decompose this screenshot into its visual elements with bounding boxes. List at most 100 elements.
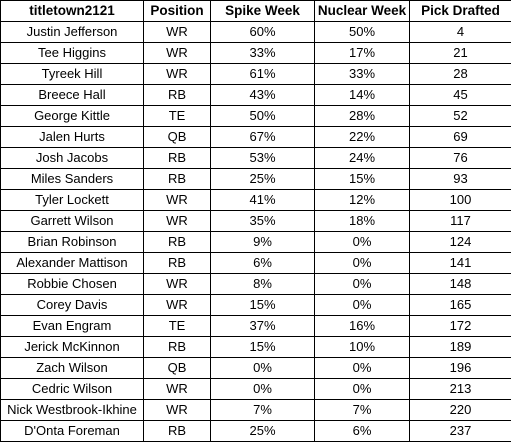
position-cell: WR <box>143 42 211 64</box>
pick-drafted-cell: 165 <box>409 294 511 316</box>
spike-week-cell: 41% <box>210 189 315 211</box>
nuclear-week-cell: 50% <box>314 21 410 43</box>
player-cell: Tyreek Hill <box>0 63 144 85</box>
table-row: Brian Robinson RB 9% 0% 124 <box>0 231 511 253</box>
table-row: Josh Jacobs RB 53% 24% 76 <box>0 147 511 169</box>
spike-week-cell: 25% <box>210 168 315 190</box>
spike-week-cell: 15% <box>210 336 315 358</box>
spike-week-cell: 43% <box>210 84 315 106</box>
pick-drafted-cell: 76 <box>409 147 511 169</box>
spike-week-cell: 25% <box>210 420 315 442</box>
table-row: Alexander Mattison RB 6% 0% 141 <box>0 252 511 274</box>
nuclear-week-cell: 0% <box>314 252 410 274</box>
nuclear-week-cell: 22% <box>314 126 410 148</box>
player-cell: Josh Jacobs <box>0 147 144 169</box>
spike-week-cell: 67% <box>210 126 315 148</box>
table-row: Jalen Hurts QB 67% 22% 69 <box>0 126 511 148</box>
spike-week-cell: 53% <box>210 147 315 169</box>
position-cell: RB <box>143 147 211 169</box>
position-cell: RB <box>143 336 211 358</box>
header-player: titletown2121 <box>0 0 144 22</box>
nuclear-week-cell: 6% <box>314 420 410 442</box>
table-row: Jerick McKinnon RB 15% 10% 189 <box>0 336 511 358</box>
table-row: Robbie Chosen WR 8% 0% 148 <box>0 273 511 295</box>
spike-week-cell: 7% <box>210 399 315 421</box>
spike-week-cell: 33% <box>210 42 315 64</box>
nuclear-week-cell: 28% <box>314 105 410 127</box>
header-position: Position <box>143 0 211 22</box>
position-cell: WR <box>143 399 211 421</box>
position-cell: WR <box>143 63 211 85</box>
pick-drafted-cell: 220 <box>409 399 511 421</box>
pick-drafted-cell: 69 <box>409 126 511 148</box>
player-cell: Nick Westbrook-Ikhine <box>0 399 144 421</box>
table-row: Cedric Wilson WR 0% 0% 213 <box>0 378 511 400</box>
header-nuclear-week: Nuclear Week <box>314 0 410 22</box>
player-cell: Corey Davis <box>0 294 144 316</box>
position-cell: RB <box>143 168 211 190</box>
position-cell: TE <box>143 105 211 127</box>
table-row: Justin Jefferson WR 60% 50% 4 <box>0 21 511 43</box>
pick-drafted-cell: 21 <box>409 42 511 64</box>
position-cell: WR <box>143 378 211 400</box>
table-row: Tyler Lockett WR 41% 12% 100 <box>0 189 511 211</box>
spike-week-cell: 9% <box>210 231 315 253</box>
spike-week-cell: 50% <box>210 105 315 127</box>
nuclear-week-cell: 24% <box>314 147 410 169</box>
position-cell: WR <box>143 294 211 316</box>
position-cell: RB <box>143 231 211 253</box>
position-cell: RB <box>143 420 211 442</box>
nuclear-week-cell: 16% <box>314 315 410 337</box>
pick-drafted-cell: 237 <box>409 420 511 442</box>
player-cell: Robbie Chosen <box>0 273 144 295</box>
position-cell: WR <box>143 21 211 43</box>
spike-week-cell: 60% <box>210 21 315 43</box>
pick-drafted-cell: 141 <box>409 252 511 274</box>
player-cell: Breece Hall <box>0 84 144 106</box>
spike-week-cell: 37% <box>210 315 315 337</box>
pick-drafted-cell: 124 <box>409 231 511 253</box>
player-cell: Jerick McKinnon <box>0 336 144 358</box>
pick-drafted-cell: 93 <box>409 168 511 190</box>
spike-week-cell: 15% <box>210 294 315 316</box>
pick-drafted-cell: 117 <box>409 210 511 232</box>
player-cell: Garrett Wilson <box>0 210 144 232</box>
table-row: George Kittle TE 50% 28% 52 <box>0 105 511 127</box>
table-row: Nick Westbrook-Ikhine WR 7% 7% 220 <box>0 399 511 421</box>
pick-drafted-cell: 196 <box>409 357 511 379</box>
spike-week-cell: 8% <box>210 273 315 295</box>
pick-drafted-cell: 45 <box>409 84 511 106</box>
position-cell: RB <box>143 252 211 274</box>
position-cell: RB <box>143 84 211 106</box>
pick-drafted-cell: 189 <box>409 336 511 358</box>
player-cell: Justin Jefferson <box>0 21 144 43</box>
nuclear-week-cell: 18% <box>314 210 410 232</box>
player-cell: D'Onta Foreman <box>0 420 144 442</box>
table-row: Miles Sanders RB 25% 15% 93 <box>0 168 511 190</box>
position-cell: WR <box>143 273 211 295</box>
table-row: D'Onta Foreman RB 25% 6% 237 <box>0 420 511 442</box>
pick-drafted-cell: 172 <box>409 315 511 337</box>
position-cell: QB <box>143 357 211 379</box>
nuclear-week-cell: 0% <box>314 357 410 379</box>
pick-drafted-cell: 4 <box>409 21 511 43</box>
player-cell: Zach Wilson <box>0 357 144 379</box>
nuclear-week-cell: 0% <box>314 273 410 295</box>
table-row: Garrett Wilson WR 35% 18% 117 <box>0 210 511 232</box>
pick-drafted-cell: 148 <box>409 273 511 295</box>
table-row: Breece Hall RB 43% 14% 45 <box>0 84 511 106</box>
nuclear-week-cell: 10% <box>314 336 410 358</box>
table-row: Evan Engram TE 37% 16% 172 <box>0 315 511 337</box>
nuclear-week-cell: 0% <box>314 231 410 253</box>
header-spike-week: Spike Week <box>210 0 315 22</box>
player-cell: George Kittle <box>0 105 144 127</box>
spike-week-cell: 0% <box>210 378 315 400</box>
player-cell: Brian Robinson <box>0 231 144 253</box>
nuclear-week-cell: 17% <box>314 42 410 64</box>
table-row: Tee Higgins WR 33% 17% 21 <box>0 42 511 64</box>
table-body: Justin Jefferson WR 60% 50% 4 Tee Higgins WR 33… <box>0 21 511 442</box>
position-cell: WR <box>143 210 211 232</box>
nuclear-week-cell: 0% <box>314 378 410 400</box>
player-cell: Jalen Hurts <box>0 126 144 148</box>
